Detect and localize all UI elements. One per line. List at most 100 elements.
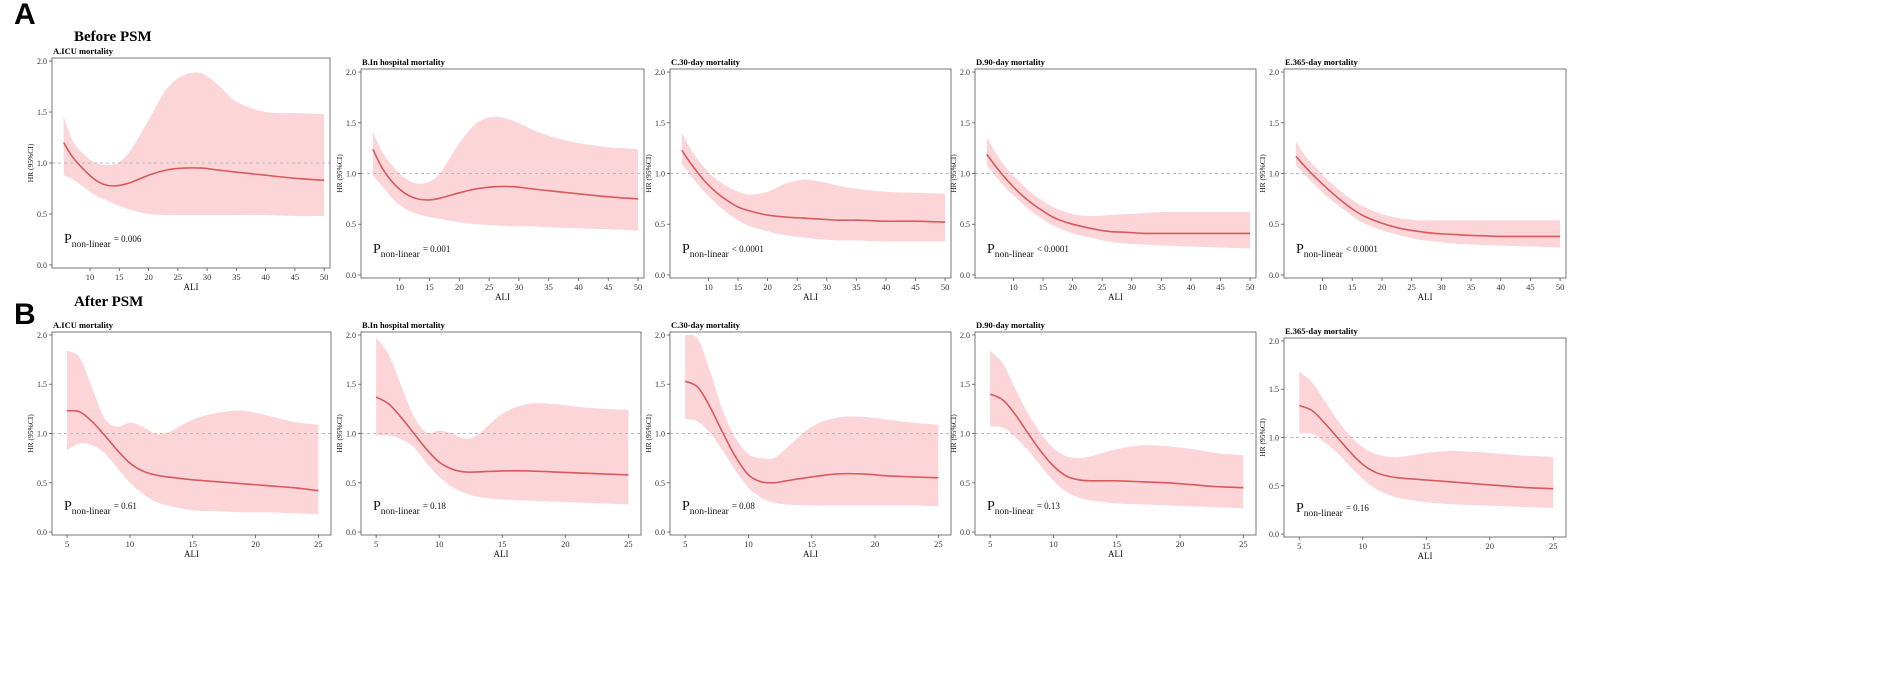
- hr-curve: [1298, 404, 1554, 490]
- y-axis-label: HR (95%CI): [335, 414, 344, 453]
- section-title-before-psm: Before PSM: [74, 29, 152, 45]
- x-tick-label: 25: [1098, 282, 1107, 292]
- x-tick-label: 15: [1422, 541, 1431, 551]
- panel-letter-a: A: [14, 0, 36, 31]
- x-tick-label: 10: [1009, 282, 1018, 292]
- x-tick-label: 10: [1049, 539, 1058, 549]
- y-tick-label: 1.0: [1269, 170, 1279, 179]
- y-tick-label: 2.0: [37, 57, 47, 66]
- x-tick-label: 20: [1068, 282, 1077, 292]
- y-tick-label: 0.5: [655, 220, 665, 229]
- x-axis-label: ALI: [803, 292, 818, 302]
- x-tick-label: 45: [911, 282, 920, 292]
- y-tick-label: 1.0: [346, 430, 356, 439]
- y-tick-label: 2.0: [655, 68, 665, 77]
- y-tick-label: 0.5: [1269, 220, 1279, 229]
- panel-letter-b: B: [14, 298, 36, 331]
- y-tick-label: 1.0: [37, 159, 47, 168]
- y-tick-label: 0.5: [37, 210, 47, 219]
- x-tick-label: 15: [1039, 282, 1048, 292]
- x-tick-label: 10: [435, 539, 444, 549]
- chart-panel-8: C.30-day mortality 0.0 0.5 1.0 1.5 2.0 5 10 15 20…: [644, 320, 952, 559]
- y-axis-label: HR (95%CI): [949, 154, 958, 193]
- hr-curve: [681, 149, 946, 223]
- ci-band: [1299, 371, 1554, 508]
- x-tick-label: 5: [374, 539, 378, 549]
- y-axis-label: HR (95%CI): [26, 414, 35, 453]
- x-tick-label: 15: [1348, 282, 1357, 292]
- y-tick-label: 1.0: [1269, 434, 1279, 443]
- chart-title: E.365-day mortality: [1285, 57, 1358, 67]
- x-tick-label: 20: [144, 272, 153, 282]
- y-tick-label: 2.0: [960, 68, 970, 77]
- x-tick-label: 20: [1378, 282, 1387, 292]
- x-axis-label: ALI: [803, 549, 818, 559]
- chart-panel-7: B.In hospital mortality 0.0 0.5 1.0 1.5 2.0 5 1…: [335, 320, 642, 559]
- hr-curve: [684, 380, 939, 484]
- y-tick-label: 0.0: [37, 528, 47, 537]
- x-tick-label: 35: [544, 282, 553, 292]
- y-tick-label: 0.5: [960, 479, 970, 488]
- y-tick-label: 1.5: [346, 380, 356, 389]
- x-tick-label: 45: [291, 272, 300, 282]
- x-tick-label: 50: [941, 282, 950, 292]
- y-tick-label: 1.5: [960, 380, 970, 389]
- y-tick-label: 1.5: [655, 119, 665, 128]
- chart-panel-6: A.ICU mortality 0.0 0.5 1.0 1.5 2.0 5 10 15 20 25 A…: [26, 320, 332, 559]
- y-axis-label: HR (95%CI): [26, 143, 35, 182]
- x-tick-label: 20: [455, 282, 464, 292]
- p-value-annotation: Pnon-linear= 0.61: [64, 499, 137, 517]
- y-tick-label: 0.0: [1269, 530, 1279, 539]
- y-tick-label: 0.5: [655, 479, 665, 488]
- x-tick-label: 30: [203, 272, 212, 282]
- y-tick-label: 2.0: [37, 331, 47, 340]
- y-tick-label: 0.0: [1269, 271, 1279, 280]
- x-axis-label: ALI: [1108, 549, 1123, 559]
- hr-curve: [63, 142, 325, 187]
- y-tick-label: 1.0: [960, 430, 970, 439]
- y-tick-label: 0.0: [346, 271, 356, 280]
- y-tick-label: 1.5: [1269, 385, 1279, 394]
- ci-band: [681, 132, 946, 242]
- p-value-annotation: Pnon-linear= 0.16: [1296, 501, 1369, 519]
- x-tick-label: 20: [871, 539, 880, 549]
- x-tick-label: 10: [704, 282, 713, 292]
- y-tick-label: 1.0: [37, 430, 47, 439]
- y-tick-label: 1.5: [37, 108, 47, 117]
- y-tick-label: 0.0: [655, 271, 665, 280]
- x-tick-label: 25: [1239, 539, 1248, 549]
- y-axis-label: HR (95%CI): [1258, 418, 1267, 457]
- chart-panel-4: D.90-day mortality 0.0 0.5 1.0 1.5 2.0 10 15 20 2…: [949, 57, 1257, 302]
- x-tick-label: 25: [624, 539, 633, 549]
- x-tick-label: 40: [1496, 282, 1505, 292]
- ci-band: [1295, 141, 1561, 248]
- ci-band: [63, 72, 325, 217]
- x-tick-label: 25: [174, 272, 183, 282]
- p-value-annotation: Pnon-linear= 0.001: [373, 242, 450, 260]
- x-axis-label: ALI: [1418, 551, 1433, 561]
- x-tick-label: 40: [882, 282, 891, 292]
- ci-band: [990, 350, 1244, 509]
- x-tick-label: 20: [1486, 541, 1495, 551]
- y-tick-label: 1.0: [960, 170, 970, 179]
- hr-curve: [986, 153, 1251, 235]
- y-tick-label: 1.0: [346, 170, 356, 179]
- p-value-annotation: Pnon-linear= 0.08: [682, 499, 755, 517]
- x-tick-label: 40: [1187, 282, 1196, 292]
- p-value-annotation: Pnon-linear< 0.0001: [682, 242, 764, 260]
- x-tick-label: 40: [261, 272, 270, 282]
- x-tick-label: 45: [1216, 282, 1225, 292]
- y-tick-label: 2.0: [1269, 337, 1279, 346]
- y-axis-label: HR (95%CI): [644, 414, 653, 453]
- p-value-annotation: Pnon-linear= 0.18: [373, 499, 446, 517]
- hr-curve: [989, 393, 1244, 489]
- x-tick-label: 15: [115, 272, 124, 282]
- x-tick-label: 20: [1176, 539, 1185, 549]
- y-tick-label: 1.0: [655, 170, 665, 179]
- hr-curve: [67, 409, 319, 492]
- x-tick-label: 10: [395, 282, 404, 292]
- x-tick-label: 25: [485, 282, 494, 292]
- y-tick-label: 0.5: [346, 479, 356, 488]
- x-tick-label: 50: [1556, 282, 1565, 292]
